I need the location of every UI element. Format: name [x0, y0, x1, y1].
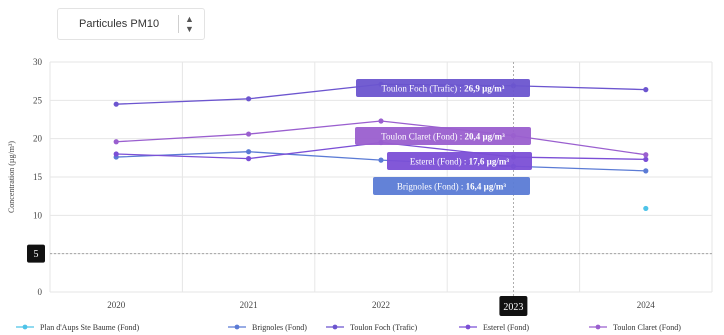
pollutant-select[interactable]: Particules PM10 ▲ ▼ — [57, 8, 205, 40]
y-axis-label: Concentration (µg/m³) — [7, 141, 16, 213]
legend-swatch-dot — [465, 324, 471, 330]
legend-label: Toulon Claret (Fond) — [613, 323, 681, 332]
legend-swatch-dot — [595, 324, 601, 330]
data-point — [643, 168, 649, 174]
select-divider — [178, 15, 179, 33]
data-point — [246, 131, 252, 137]
legend-swatch-dot — [234, 324, 240, 330]
data-point — [246, 96, 252, 102]
tooltip-value: 17,6 µg/m³ — [469, 157, 510, 167]
tooltip-text: Toulon Claret (Fond) : 20,4 µg/m³ — [381, 132, 505, 142]
y-tick-label: 20 — [33, 134, 43, 144]
data-point — [378, 157, 384, 163]
legend-item[interactable]: Toulon Claret (Fond) — [589, 323, 681, 332]
tooltip: Toulon Claret (Fond) : 20,4 µg/m³ — [355, 127, 531, 145]
tooltip-label: Toulon Claret (Fond) : — [381, 132, 464, 142]
x-tick-label: 2022 — [372, 300, 390, 310]
tooltip-label: Brignoles (Fond) : — [397, 182, 466, 192]
tooltip-box — [387, 152, 532, 170]
y-tick-label: 15 — [33, 172, 43, 182]
legend-item[interactable]: Esterel (Fond) — [459, 323, 529, 332]
legend-swatch-dot — [332, 324, 338, 330]
crosshair-x-label: 2023 — [503, 302, 523, 313]
y-tick-label: 0 — [38, 287, 43, 297]
legend-item[interactable]: Plan d'Aups Ste Baume (Fond) — [16, 323, 140, 332]
data-point — [378, 118, 384, 124]
y-tick-label: 25 — [33, 95, 43, 105]
legend-label: Esterel (Fond) — [483, 323, 529, 332]
chevron-up-down-icon: ▲ ▼ — [185, 14, 194, 34]
tooltip-text: Brignoles (Fond) : 16,4 µg/m³ — [397, 182, 506, 192]
data-point — [113, 151, 119, 157]
tooltip-label: Toulon Foch (Trafic) : — [382, 84, 465, 94]
x-tick-label: 2020 — [107, 300, 126, 310]
data-point — [643, 152, 649, 158]
data-point — [113, 101, 119, 107]
tooltip-box — [356, 79, 530, 97]
tooltip-text: Toulon Foch (Trafic) : 26,9 µg/m³ — [382, 84, 505, 94]
pollutant-select-value: Particules PM10 — [79, 18, 160, 30]
legend-label: Plan d'Aups Ste Baume (Fond) — [40, 323, 140, 332]
tooltip-value: 26,9 µg/m³ — [464, 84, 505, 94]
data-point — [113, 139, 119, 145]
data-point — [643, 156, 649, 162]
crosshair-y-label: 5 — [34, 249, 39, 260]
data-point — [246, 149, 252, 155]
legend-label: Brignoles (Fond) — [252, 323, 307, 332]
data-point — [643, 87, 649, 93]
tooltip-value: 16,4 µg/m³ — [466, 182, 507, 192]
y-tick-label: 10 — [33, 210, 43, 220]
legend-swatch-dot — [22, 324, 28, 330]
data-point — [643, 205, 649, 212]
x-tick-label: 2024 — [637, 300, 656, 310]
legend-item[interactable]: Brignoles (Fond) — [228, 323, 307, 332]
data-point — [246, 156, 252, 162]
y-tick-label: 30 — [33, 57, 43, 67]
crosshair-x-badge — [499, 296, 528, 316]
x-tick-label: 2021 — [240, 300, 258, 310]
legend-label: Toulon Foch (Trafic) — [350, 323, 417, 332]
legend-item[interactable]: Toulon Foch (Trafic) — [326, 323, 417, 332]
tooltip: Brignoles (Fond) : 16,4 µg/m³ — [373, 177, 530, 195]
tooltip-value: 20,4 µg/m³ — [464, 132, 505, 142]
tooltip: Esterel (Fond) : 17,6 µg/m³ — [387, 152, 532, 170]
tooltip: Toulon Foch (Trafic) : 26,9 µg/m³ — [356, 79, 530, 97]
tooltip-label: Esterel (Fond) : — [410, 157, 469, 167]
tooltip-box — [373, 177, 530, 195]
tooltip-box — [355, 127, 531, 145]
tooltip-text: Esterel (Fond) : 17,6 µg/m³ — [410, 157, 509, 167]
crosshair-y-badge — [27, 244, 45, 263]
